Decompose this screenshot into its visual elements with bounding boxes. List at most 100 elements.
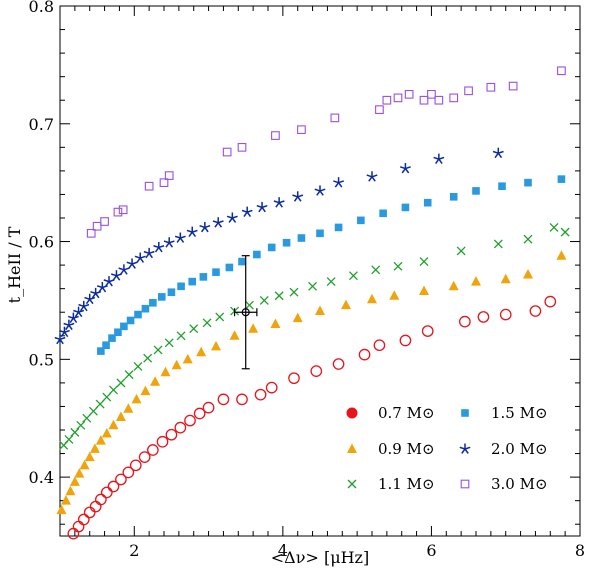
data-point [88,406,98,416]
data-point [184,414,196,427]
data-point [115,411,126,422]
data-point [86,228,96,238]
data-point [143,247,155,259]
data-point [164,171,174,180]
data-point [160,366,171,377]
data-series [54,66,570,540]
data-point [237,142,247,152]
plot-frame [59,5,581,537]
series-2 [59,222,570,450]
data-point [499,308,512,321]
data-point [382,95,392,105]
data-point [508,81,518,91]
data-point [449,193,458,201]
data-point [73,306,85,318]
data-point [297,125,306,135]
data-point [330,113,340,123]
data-point [108,334,116,342]
series-5 [86,66,566,238]
data-point [126,316,135,325]
data-point [448,280,459,291]
data-point [95,493,107,506]
data-point [126,258,138,269]
data-point [310,365,323,377]
data-point [524,178,532,187]
data-point [79,459,90,470]
data-point [419,95,429,105]
data-point [254,388,267,401]
data-point [156,435,169,448]
data-point [226,212,238,223]
data-point [196,346,207,357]
data-point [89,500,102,513]
x-tick-label: 2 [129,541,139,560]
y-tick-label: 0.8 [29,0,54,16]
data-point [159,178,169,188]
data-point [67,527,80,540]
data-point [60,495,71,505]
data-point [188,277,197,286]
data-point [373,339,386,352]
observation-point [241,308,250,317]
axis-ticks [59,5,581,536]
data-point [366,171,378,182]
legend-label: 1.1 M⊙ [378,475,435,493]
data-point [326,277,336,287]
data-point [109,385,118,395]
data-point [404,89,414,99]
data-point [282,238,291,247]
data-point [271,131,280,140]
data-point [110,270,122,281]
data-point [229,330,240,340]
data-point [102,341,110,349]
data-point [493,239,503,249]
data-point [124,370,134,380]
data-point [143,353,153,363]
data-point [456,246,466,256]
legend-label: 2.0 M⊙ [491,440,548,458]
data-point [449,93,459,103]
legend-entry: 3.0 M⊙ [460,475,548,493]
data-point [171,359,182,370]
data-point [316,229,324,238]
data-point [273,197,285,208]
data-point [433,153,445,165]
data-point [122,466,135,479]
data-point [492,147,504,159]
data-point [74,468,85,478]
data-point [238,257,246,266]
series-4 [54,147,504,345]
data-point [92,221,102,231]
data-point [165,428,178,441]
data-point [108,419,119,430]
data-point [78,300,90,312]
data-point [116,378,126,388]
data-point [90,287,102,299]
data-point [138,451,151,463]
y-tick-label: 0.6 [29,233,54,252]
data-point [265,381,278,394]
data-point [389,290,400,300]
data-point [54,333,66,345]
legend-marker [459,443,471,454]
data-point [379,209,387,218]
data-point [107,480,120,493]
data-point [70,427,80,437]
data-point [141,304,150,313]
legend-entry: 0.9 M⊙ [347,440,435,458]
data-point [523,269,533,279]
data-point [500,273,511,284]
data-point [153,345,163,355]
legend-marker [460,479,470,489]
data-point [100,486,113,499]
data-point [421,325,434,337]
legend-label: 3.0 M⊙ [491,475,548,493]
data-point [477,311,490,323]
data-point [357,216,365,225]
data-point [77,513,90,526]
data-point [292,312,303,323]
data-point [150,376,161,386]
data-point [341,299,351,310]
data-point [177,282,185,291]
